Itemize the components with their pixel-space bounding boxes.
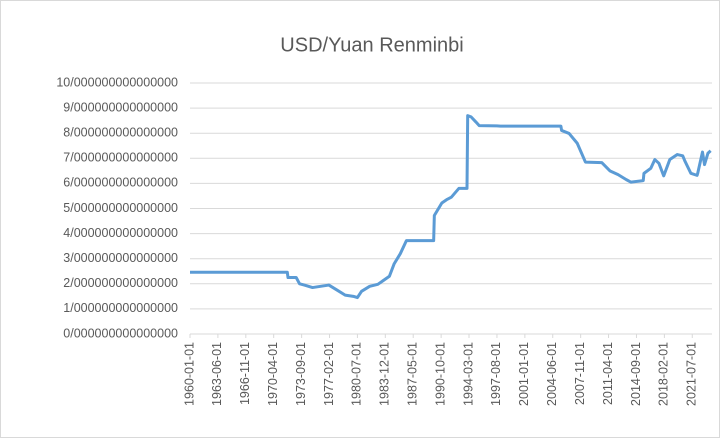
x-tick-label: 2018-02-01	[657, 342, 671, 406]
x-tick-label: 2021-07-01	[685, 342, 699, 406]
x-tick-label: 2011-04-01	[601, 342, 615, 405]
x-tick-label: 1994-03-01	[461, 342, 475, 406]
y-tick-label: 9/000000000000000	[63, 100, 178, 114]
y-tick-label: 0/000000000000000	[63, 326, 178, 340]
x-tick-label: 1960-01-01	[182, 342, 196, 406]
y-tick-label: 3/000000000000000	[63, 251, 178, 265]
y-tick-label: 7/000000000000000	[63, 151, 178, 165]
x-tick-label: 2001-01-01	[517, 342, 531, 406]
x-tick-label: 1980-07-01	[350, 342, 364, 406]
y-tick-label: 10/000000000000000	[56, 75, 178, 89]
x-tick-label: 1966-11-01	[238, 342, 252, 405]
x-tick-label: 1973-09-01	[294, 342, 308, 406]
y-tick-label: 4/000000000000000	[63, 226, 178, 240]
x-tick-label: 2004-06-01	[545, 342, 559, 406]
y-tick-label: 5/000000000000000	[63, 201, 178, 215]
chart-title: USD/Yuan Renminbi	[280, 34, 463, 56]
y-tick-label: 2/000000000000000	[63, 276, 178, 290]
x-tick-label: 2014-09-01	[629, 342, 643, 406]
y-tick-label: 6/000000000000000	[63, 176, 178, 190]
x-tick-label: 1990-10-01	[433, 342, 447, 406]
x-tick-label: 1983-12-01	[378, 342, 392, 406]
x-tick-label: 1977-02-01	[322, 342, 336, 406]
x-tick-label: 1970-04-01	[266, 342, 280, 406]
data-line	[190, 114, 712, 300]
y-tick-label: 1/000000000000000	[63, 301, 178, 315]
x-tick-label: 1997-08-01	[489, 342, 503, 406]
y-tick-label: 8/000000000000000	[63, 125, 178, 139]
x-tick-label: 1987-05-01	[405, 342, 419, 406]
x-tick-label: 2007-11-01	[573, 342, 587, 405]
x-tick-label: 1963-06-01	[210, 342, 224, 406]
